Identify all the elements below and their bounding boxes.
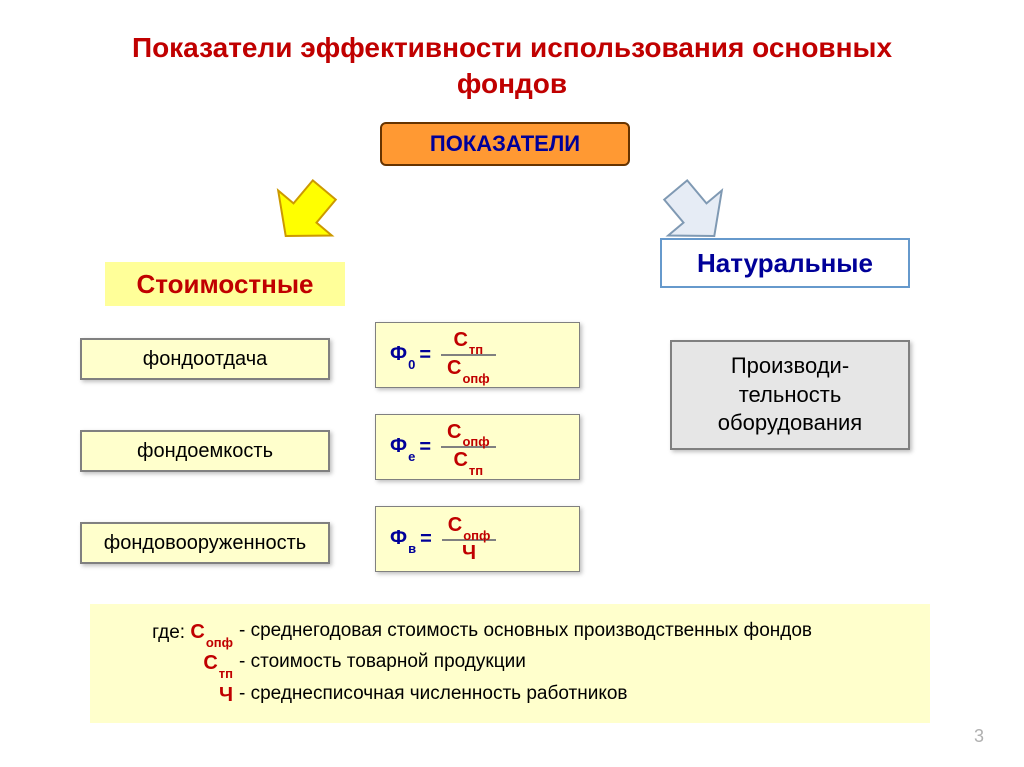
formula-fraction: СопфЧ [442,513,497,565]
cost-item: фондоотдача [80,338,330,380]
indicators-box: ПОКАЗАТЕЛИ [380,122,630,166]
productivity-line: оборудования [718,409,862,438]
natural-header: Натуральные [660,238,910,288]
indicators-label: ПОКАЗАТЕЛИ [430,131,580,157]
productivity-box: Производи-тельностьоборудования [670,340,910,450]
page-title: Показатели эффективности использования о… [0,0,1024,113]
cost-header-label: Стоимостные [136,269,313,300]
formula-lhs: Ф0 = [390,343,435,368]
cost-item-label: фондоотдача [143,348,268,371]
legend-row: Стп - стоимость товарной продукции [109,648,911,679]
cost-item-label: фондовооруженность [104,532,306,555]
cost-item-label: фондоемкость [137,440,273,463]
formula-box: Фе = СопфСтп [375,414,580,480]
legend-text: - стоимость товарной продукции [239,648,526,679]
legend-box: где: Сопф - среднегодовая стоимость осно… [90,604,930,723]
formula-box: Фв = СопфЧ [375,506,580,572]
natural-header-label: Натуральные [697,248,873,279]
legend-text: - среднесписочная численность работников [239,680,628,711]
legend-text: - среднегодовая стоимость основных произ… [239,617,812,648]
formula-box: Ф0 = СтпСопф [375,322,580,388]
formula-fraction: СопфСтп [441,420,496,474]
legend-row: Ч - среднесписочная численность работник… [109,680,911,711]
cost-item: фондовооруженность [80,522,330,564]
productivity-line: тельность [739,381,842,410]
formula-lhs: Фе = [390,435,435,460]
page-number: 3 [974,726,984,747]
legend-row: где: Сопф - среднегодовая стоимость осно… [109,617,911,648]
formula-lhs: Фв = [390,527,436,552]
cost-header: Стоимостные [105,262,345,306]
cost-item: фондоемкость [80,430,330,472]
formula-fraction: СтпСопф [441,328,496,382]
productivity-line: Производи- [731,352,849,381]
